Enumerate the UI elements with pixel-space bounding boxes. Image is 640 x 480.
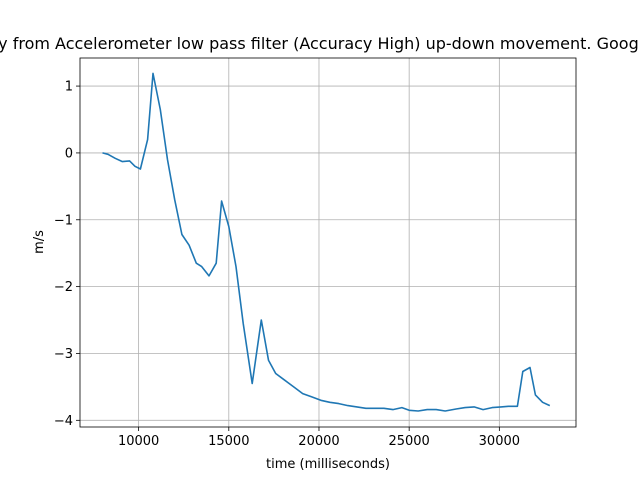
y-gridlines [80, 85, 576, 421]
y-axis-label: m/s [32, 230, 47, 254]
y-tick-label: 1 [65, 80, 73, 95]
plot-area [80, 58, 576, 427]
chart-title: Velocity from Accelerometer low pass fil… [0, 34, 640, 53]
x-tick-label: 25000 [388, 434, 429, 449]
x-axis-label: time (milliseconds) [266, 457, 390, 472]
y-tick-label: 0 [65, 146, 73, 161]
y-tick-label: −4 [54, 414, 73, 429]
y-tick-label: −2 [54, 280, 73, 295]
series-layer [102, 72, 551, 412]
series-line [102, 72, 551, 412]
x-tick-label: 10000 [118, 434, 159, 449]
x-tick-label: 20000 [298, 434, 339, 449]
x-gridlines [138, 58, 500, 427]
y-axis: 1 0 −1 −2 −3 −4 [54, 80, 80, 429]
y-tick-label: −3 [54, 347, 73, 362]
plot-frame [79, 57, 577, 428]
x-tick-label: 15000 [208, 434, 249, 449]
y-tick-label: −1 [54, 213, 73, 228]
x-axis: 10000 15000 20000 25000 30000 [118, 427, 520, 449]
x-tick-label: 30000 [479, 434, 520, 449]
